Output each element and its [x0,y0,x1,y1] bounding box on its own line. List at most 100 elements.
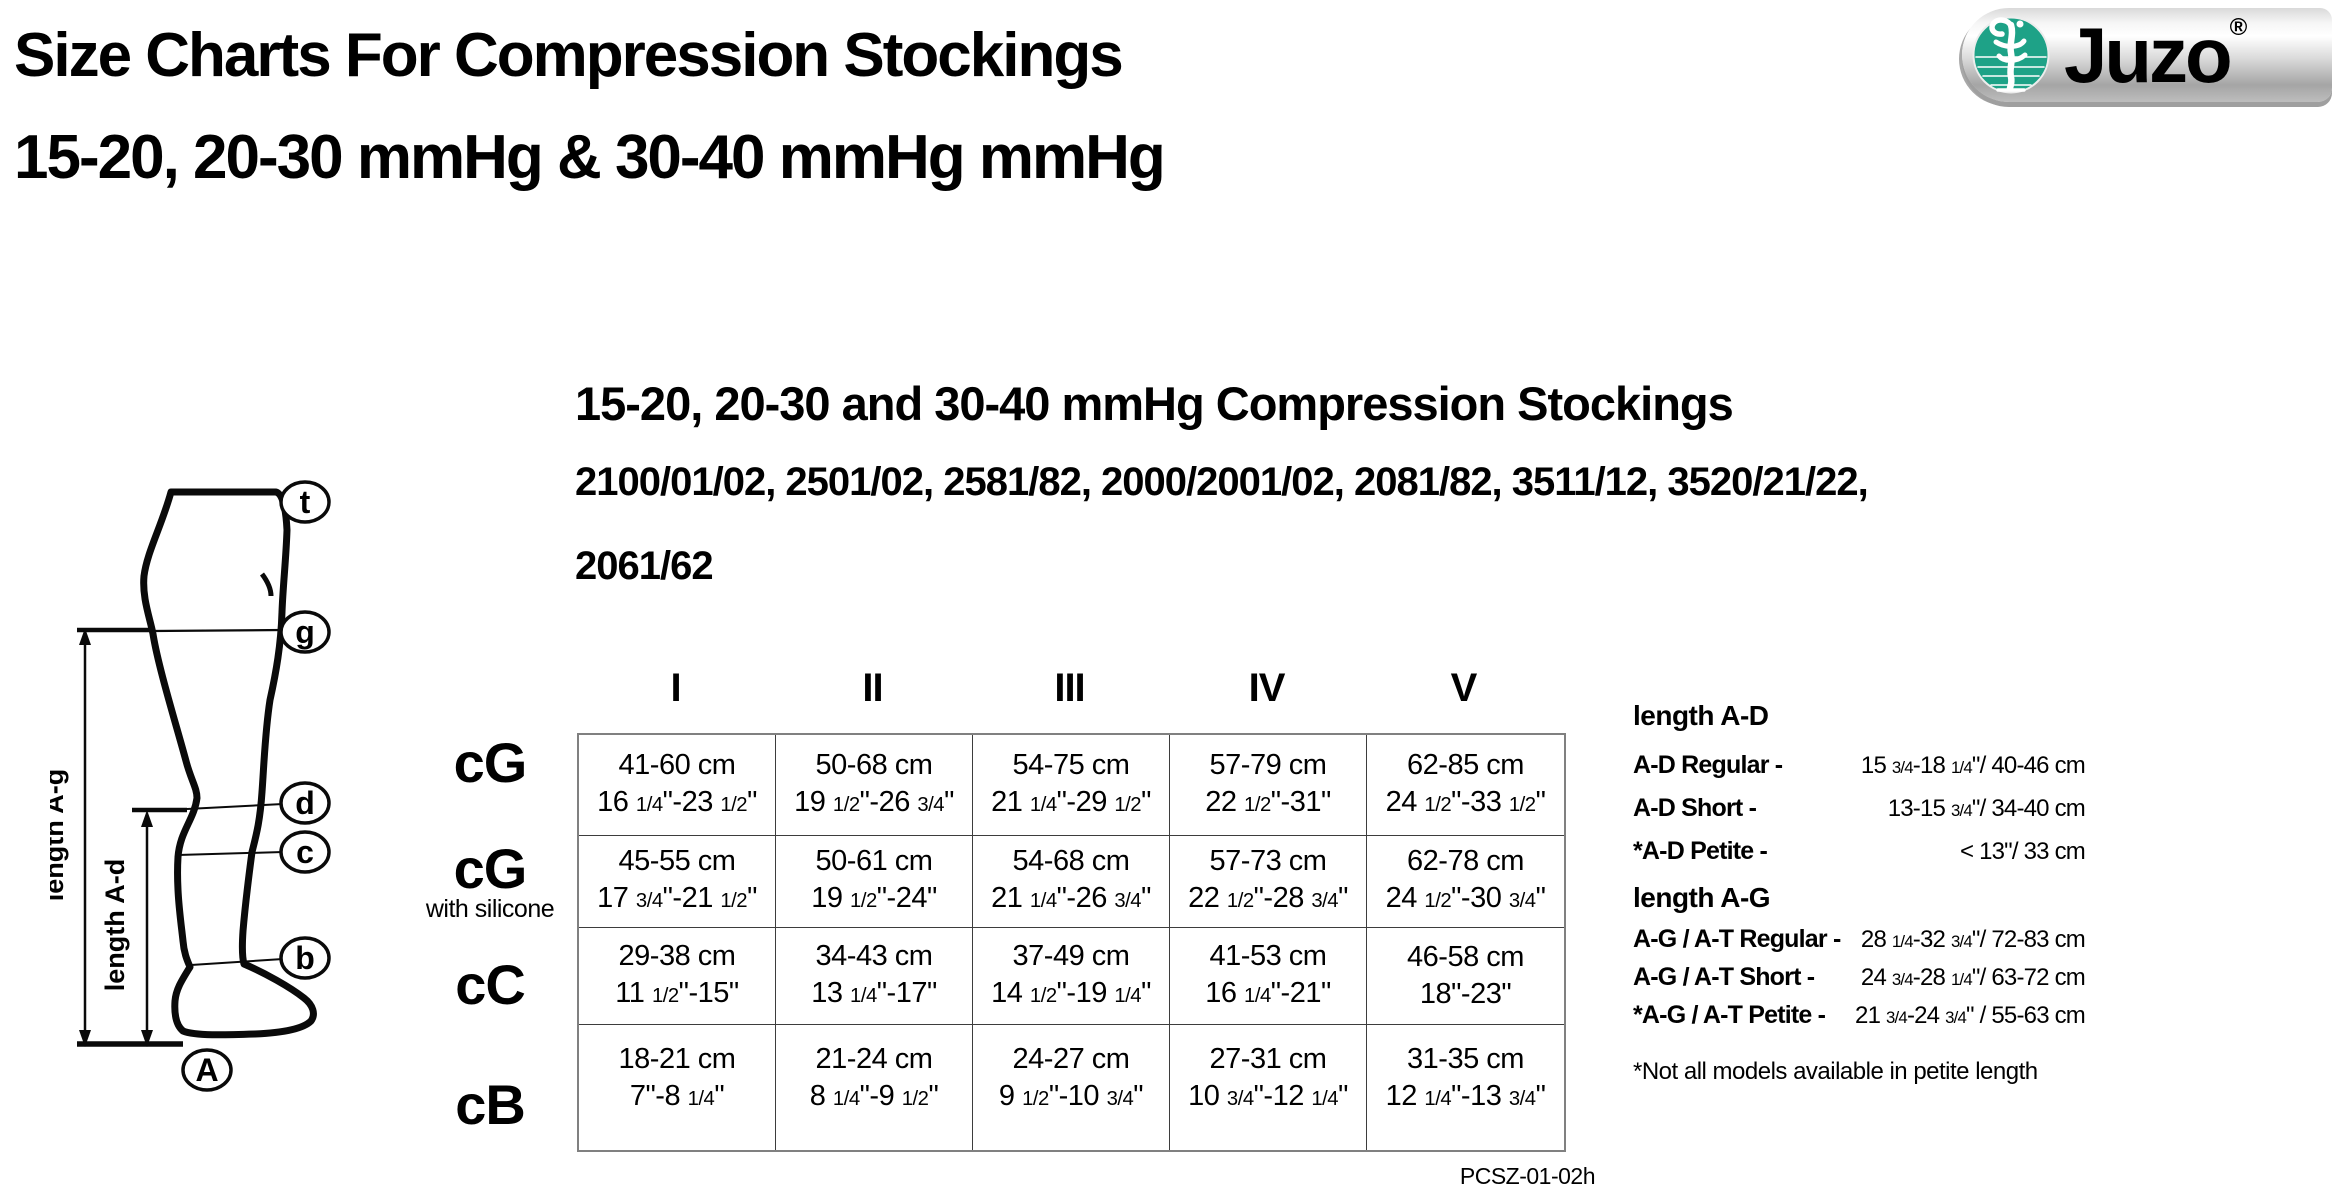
row-label-cb: cB [455,1073,526,1136]
column-header: I [670,666,681,710]
column-header: IV [1248,666,1286,710]
length-row-value: 15 3/4-18 1/4"/ 40-46 cm [1860,752,2086,779]
cell-inch-value: 11 1/2"-15" [615,976,739,1009]
table-cell: 46-58 cm 18"-23" [1367,928,1564,1025]
cell-inch-value: 19 1/2"-26 3/4" [794,785,954,818]
table-cell: 34-43 cm 13 1/4"-17" [776,928,973,1025]
length-row: A-D Short - 13-15 3/4"/ 34-40 cm [1633,787,2086,830]
cell-inch-value: 24 1/2"-33 1/2" [1385,785,1546,818]
cell-inch-value: 7"-8 1/4" [629,1080,725,1112]
cell-cm-value: 54-75 cm [1012,748,1130,781]
cell-inch-value: 13 1/4"-17" [811,976,937,1009]
cell-cm-value: 57-73 cm [1209,845,1327,877]
length-row: *A-D Petite - < 13"/ 33 cm [1633,830,2086,873]
length-ag-heading: length A-G [1633,882,1771,913]
staff-of-aesculapius-icon [1972,16,2050,94]
cell-inch-value: 14 1/2"-19 1/4" [991,976,1151,1009]
length-row: A-G / A-T Regular - 28 1/4-32 3/4"/ 72-83… [1633,920,2086,958]
cell-cm-value: 34-43 cm [815,939,933,972]
cell-cm-value: 45-55 cm [618,845,736,877]
cell-inch-value: 17 3/4"-21 1/2" [597,882,757,914]
cell-inch-value: 21 1/4"-26 3/4" [991,882,1151,914]
registered-mark: ® [2229,14,2248,41]
length-row-label: A-G / A-T Short - [1633,963,1815,991]
cell-cm-value: 27-31 cm [1209,1043,1327,1075]
column-header: III [1054,666,1085,710]
size-table: 41-60 cm 16 1/4"-23 1/2" 50-68 cm 19 1/2"-2… [577,733,1566,1152]
table-cell: 62-85 cm 24 1/2"-33 1/2" [1367,735,1564,836]
table-cell: 50-68 cm 19 1/2"-26 3/4" [776,735,973,836]
cell-inch-value: 12 1/4"-13 3/4" [1385,1080,1546,1112]
cell-cm-value: 41-60 cm [618,748,736,781]
thigh-crease [259,572,274,597]
point-g: g [295,614,315,650]
table-cell: 57-73 cm 22 1/2"-28 3/4" [1170,836,1367,928]
cell-inch-value: 16 1/4"-23 1/2" [597,785,757,818]
length-row: A-D Regular - 15 3/4-18 1/4"/ 40-46 cm [1633,744,2086,787]
length-ag-rows: A-G / A-T Regular - 28 1/4-32 3/4"/ 72-83… [1633,920,2086,1034]
cell-cm-value: 50-61 cm [815,845,933,877]
length-row-value: < 13"/ 33 cm [1960,838,2086,865]
petite-note: *Not all models available in petite leng… [1633,1058,2038,1085]
table-cell: 50-61 cm 19 1/2"-24" [776,836,973,928]
length-row: A-G / A-T Short - 24 3/4-28 1/4"/ 63-72 c… [1633,958,2086,996]
table-cell: 18-21 cm 7"-8 1/4" [579,1025,776,1150]
length-ad-label: length A-d [100,859,130,991]
model-numbers-line1: 2100/01/02, 2501/02, 2581/82, 2000/2001/… [575,460,1869,504]
table-cell: 31-35 cm 12 1/4"-13 3/4" [1367,1025,1564,1150]
length-row-label: *A-G / A-T Petite - [1633,1001,1826,1029]
length-row-label: A-G / A-T Regular - [1633,925,1841,953]
model-numbers-line2: 2061/62 [575,544,714,588]
row-sublabel-with-silicone: with silicone [425,895,555,923]
document-code: PCSZ-01-02h [1459,1163,1596,1189]
leg-outline [140,488,317,1039]
cell-inch-value: 19 1/2"-24" [811,882,937,914]
brand-wordmark: Juzo® [2064,8,2247,102]
point-d: d [295,785,315,821]
table-cell: 54-68 cm 21 1/4"-26 3/4" [973,836,1170,928]
table-cell: 45-55 cm 17 3/4"-21 1/2" [579,836,776,928]
length-ad-rows: A-D Regular -15 3/4-18 1/4"/ 40-46 cm A-D… [1633,744,2086,873]
cell-inch-value: 9 1/2"-10 3/4" [998,1080,1144,1112]
table-cell: 57-79 cm 22 1/2"-31" [1170,735,1367,836]
length-row-label: A-D Regular - [1633,751,1783,779]
cell-cm-value: 41-53 cm [1209,939,1327,972]
length-ag-label: length A-g [50,769,69,901]
leg-measurement-diagram: length A-g length A-d t g d c b A [50,480,331,1092]
table-cell: 24-27 cm 9 1/2"-10 3/4" [973,1025,1170,1150]
juzo-logo: Juzo® [1962,8,2332,102]
cell-cm-value: 54-68 cm [1012,845,1130,877]
cell-cm-value: 31-35 cm [1407,1043,1524,1075]
row-label-cc: cC [455,953,526,1016]
cell-inch-value: 10 3/4"-12 1/4" [1188,1080,1348,1112]
cell-cm-value: 57-79 cm [1209,748,1327,781]
cell-cm-value: 21-24 cm [815,1043,933,1075]
brand-name: Juzo [2064,11,2233,99]
page-title-line2: 15-20, 20-30 mmHg & 30-40 mmHg mmHg [14,123,1166,192]
cell-cm-value: 46-58 cm [1407,941,1524,973]
column-header: V [1450,666,1478,710]
point-c: c [296,834,314,870]
length-row-label: *A-D Petite - [1633,837,1768,865]
point-b: b [295,940,315,976]
cell-inch-value: 22 1/2"-28 3/4" [1188,882,1348,914]
length-ad-heading: length A-D [1633,700,1769,731]
cell-inch-value: 24 1/2"-30 3/4" [1385,882,1546,914]
table-cell: 29-38 cm 11 1/2"-15" [579,928,776,1025]
cell-inch-value: 22 1/2"-31" [1205,785,1331,818]
cell-cm-value: 18-21 cm [618,1043,736,1075]
cell-cm-value: 37-49 cm [1012,939,1130,972]
point-A: A [195,1052,218,1088]
cell-cm-value: 29-38 cm [618,939,736,972]
length-row-value: 24 3/4-28 1/4"/ 63-72 cm [1860,964,2086,991]
column-header: II [862,666,883,710]
table-cell: 41-60 cm 16 1/4"-23 1/2" [579,735,776,836]
section-heading: 15-20, 20-30 and 30-40 mmHg Compression … [575,377,1734,430]
size-column-headers: I II III IV V [577,666,1562,711]
cell-cm-value: 24-27 cm [1012,1043,1130,1075]
cell-inch-value: 8 1/4"-9 1/2" [809,1080,939,1112]
cell-cm-value: 50-68 cm [815,748,933,781]
table-cell: 54-75 cm 21 1/4"-29 1/2" [973,735,1170,836]
table-cell: 41-53 cm 16 1/4"-21" [1170,928,1367,1025]
